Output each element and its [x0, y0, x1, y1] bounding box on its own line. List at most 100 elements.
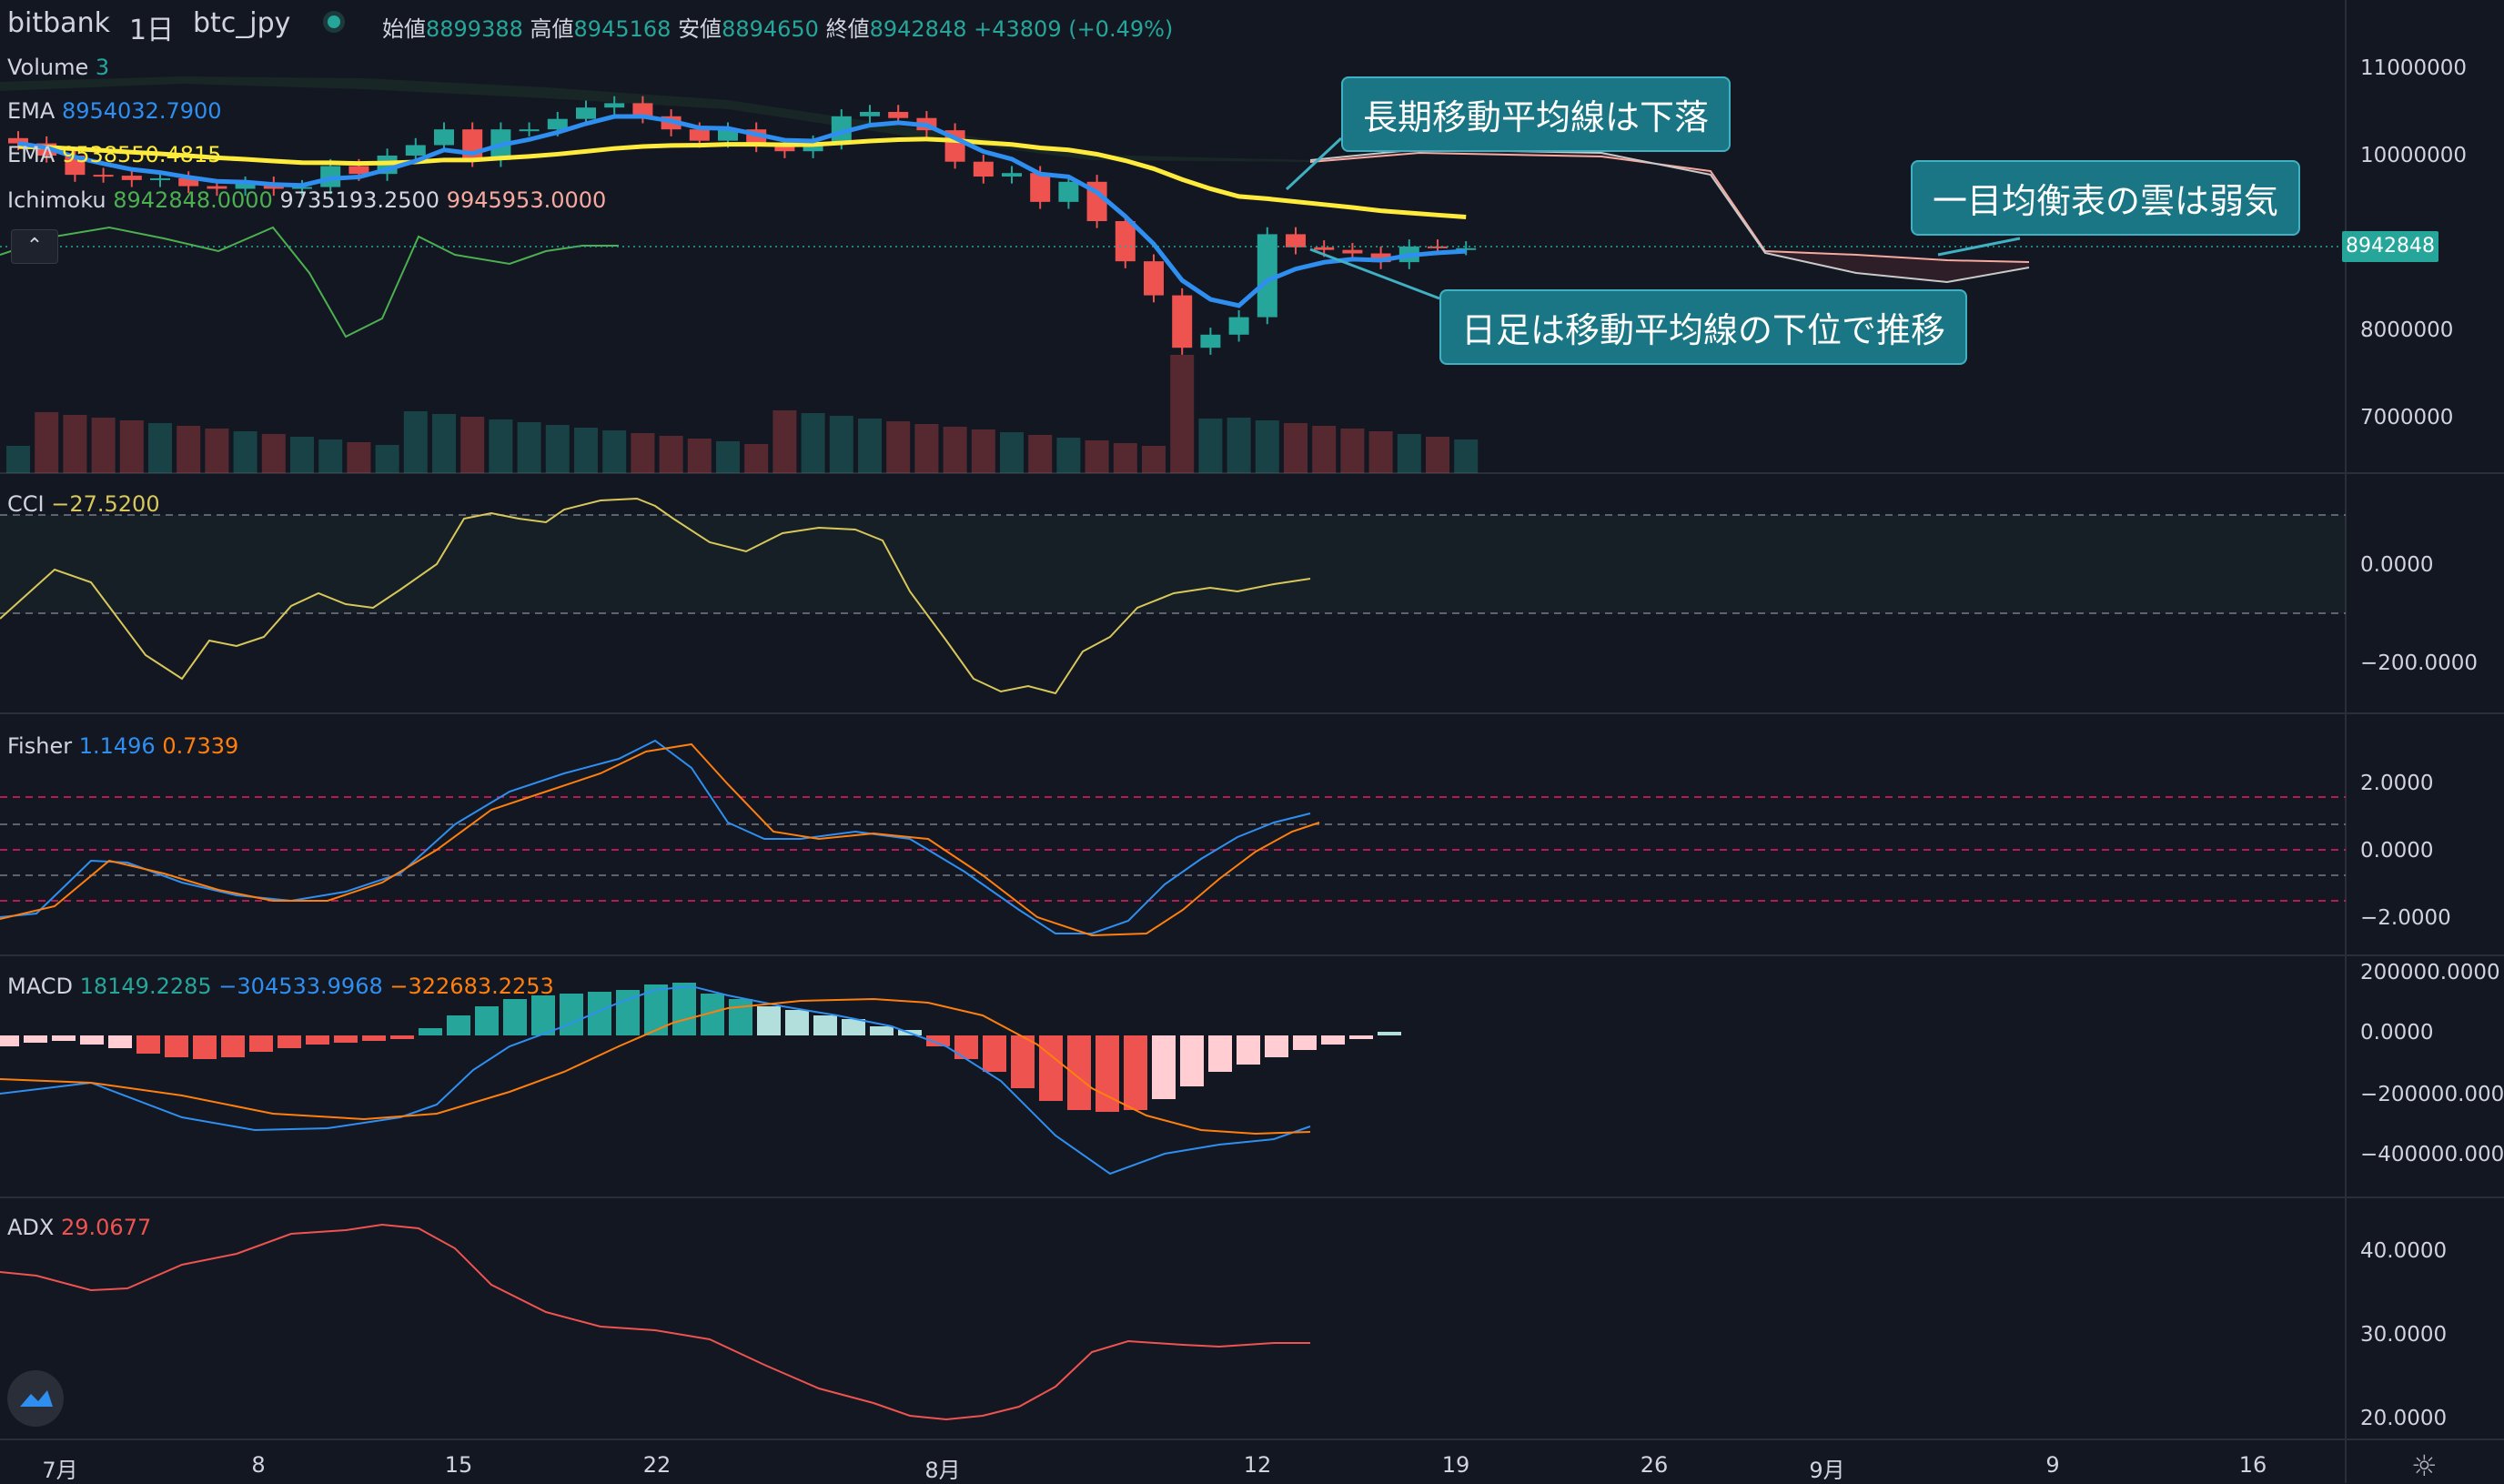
candle-body [1200, 334, 1221, 348]
macd-histogram-bar [165, 1035, 188, 1057]
volume-bar [1142, 446, 1166, 473]
cci-line [0, 497, 1311, 695]
ema-slow-line [17, 136, 1467, 219]
fisher-name: Fisher [7, 733, 73, 759]
macd-histogram-bar [249, 1035, 273, 1052]
volume-bar [489, 419, 513, 473]
macd-histogram-bar [1124, 1035, 1147, 1110]
volume-bar [631, 433, 655, 473]
adx-value: 29.0677 [60, 1215, 152, 1240]
current-price-tag: 8942848 [2342, 231, 2438, 262]
ema1-value: 8954032.7900 [61, 98, 222, 124]
candle-body [178, 177, 199, 187]
cci-legend[interactable]: CCI −27.5200 [7, 491, 160, 517]
adx-tick: 40.0000 [2360, 1239, 2448, 1263]
cci-value: −27.5200 [51, 491, 160, 517]
candle-body [1428, 246, 1448, 248]
annotation-below-moving-average[interactable]: 日足は移動平均線の下位で推移 [1439, 289, 1968, 365]
settings-gear-icon[interactable]: ☼ [2411, 1449, 2438, 1483]
macd-histogram-bar [1321, 1035, 1345, 1045]
ichimoku-legend[interactable]: Ichimoku 8942848.0000 9735193.2500 99459… [7, 187, 606, 213]
macd-histogram-bar [24, 1035, 47, 1043]
ichimoku-name: Ichimoku [7, 187, 106, 213]
volume-bar [347, 442, 371, 473]
macd-histogram-bar [1067, 1035, 1091, 1110]
macd-tick: 200000.0000 [2360, 961, 2500, 984]
annotation-ichimoku-cloud-bearish[interactable]: 一目均衡表の雲は弱気 [1911, 160, 2301, 236]
candle-body [1257, 234, 1277, 318]
macd-tick: 0.0000 [2360, 1021, 2434, 1045]
volume-bar [772, 410, 797, 473]
interval-label[interactable]: 1日 [129, 15, 175, 46]
macd-histogram-bar [193, 1035, 217, 1059]
volume-bar [602, 430, 627, 473]
macd-legend[interactable]: MACD 18149.2285 −304533.9968 −322683.225… [7, 974, 554, 999]
macd-histogram-bar [80, 1035, 104, 1045]
macd-value-3: −322683.2253 [389, 974, 554, 999]
volume-bar [1198, 419, 1223, 473]
macd-histogram-bar [475, 1006, 499, 1035]
fisher-signal-line [0, 742, 1320, 937]
collapse-legend-button[interactable]: ⌃ [11, 229, 58, 264]
volume-bar [1340, 429, 1365, 473]
ichimoku-value-1: 8942848.0000 [113, 187, 273, 213]
adx-tick: 20.0000 [2360, 1407, 2448, 1430]
macd-line [0, 984, 1311, 1176]
macd-histogram-bar [1349, 1035, 1373, 1039]
candle-body [1314, 247, 1335, 250]
macd-tick: −400000.0000 [2360, 1143, 2504, 1166]
volume-bar [233, 431, 257, 473]
change-value: +43809 (+0.49%) [974, 16, 1174, 42]
tradingview-logo[interactable] [7, 1370, 64, 1427]
macd-tick: −200000.0000 [2360, 1083, 2504, 1106]
candle-body [434, 129, 454, 146]
volume-bar [403, 411, 428, 473]
ema2-name: EMA [7, 142, 56, 167]
macd-histogram-bar [757, 1006, 781, 1035]
volume-bar [318, 439, 343, 473]
ema1-legend[interactable]: EMA 8954032.7900 [7, 98, 222, 124]
ichimoku-value-3: 9945953.0000 [446, 187, 607, 213]
candle-body [1058, 181, 1079, 202]
volume-bar [148, 423, 172, 473]
volume-bar [1397, 434, 1421, 473]
volume-bar [1170, 355, 1195, 473]
price-tick: 10000000 [2360, 144, 2468, 167]
candle-body [1030, 173, 1051, 202]
volume-value: 3 [95, 55, 110, 80]
adx-legend[interactable]: ADX 29.0677 [7, 1215, 151, 1240]
macd-histogram-bar [1237, 1035, 1260, 1065]
macd-histogram-bar [560, 994, 583, 1035]
macd-histogram-bar [926, 1035, 950, 1046]
volume-legend[interactable]: Volume 3 [7, 55, 109, 80]
macd-histogram-bar [334, 1035, 358, 1043]
volume-name: Volume [7, 55, 89, 80]
macd-histogram-bar [108, 1035, 132, 1048]
volume-bar [63, 415, 87, 473]
macd-histogram-bar [136, 1035, 160, 1054]
close-value: 8942848 [869, 16, 967, 42]
volume-bar [517, 422, 541, 473]
symbol-label[interactable]: btc_jpy [193, 7, 291, 39]
low-label: 安値 [678, 16, 722, 42]
volume-bar [205, 429, 229, 473]
ema2-legend[interactable]: EMA 9538550.4815 [7, 142, 222, 167]
annotation-long-ma-falling[interactable]: 長期移動平均線は下落 [1341, 76, 1732, 152]
x-tick: 19 [1441, 1452, 1470, 1478]
exchange-label[interactable]: bitbank [7, 7, 110, 39]
macd-histogram-bar [870, 1026, 894, 1035]
macd-histogram-bar [1265, 1035, 1288, 1057]
volume-bar [6, 446, 30, 473]
fisher-value-1: 1.1496 [78, 733, 156, 759]
candle-body [689, 129, 710, 141]
candle-body [8, 137, 28, 144]
volume-bar [1028, 435, 1053, 473]
candle-body [860, 112, 880, 116]
candle-body [1286, 234, 1306, 247]
fisher-legend[interactable]: Fisher 1.1496 0.7339 [7, 733, 238, 759]
high-label: 高値 [530, 16, 574, 42]
macd-histogram-bar [729, 999, 752, 1035]
volume-bar [716, 441, 740, 473]
